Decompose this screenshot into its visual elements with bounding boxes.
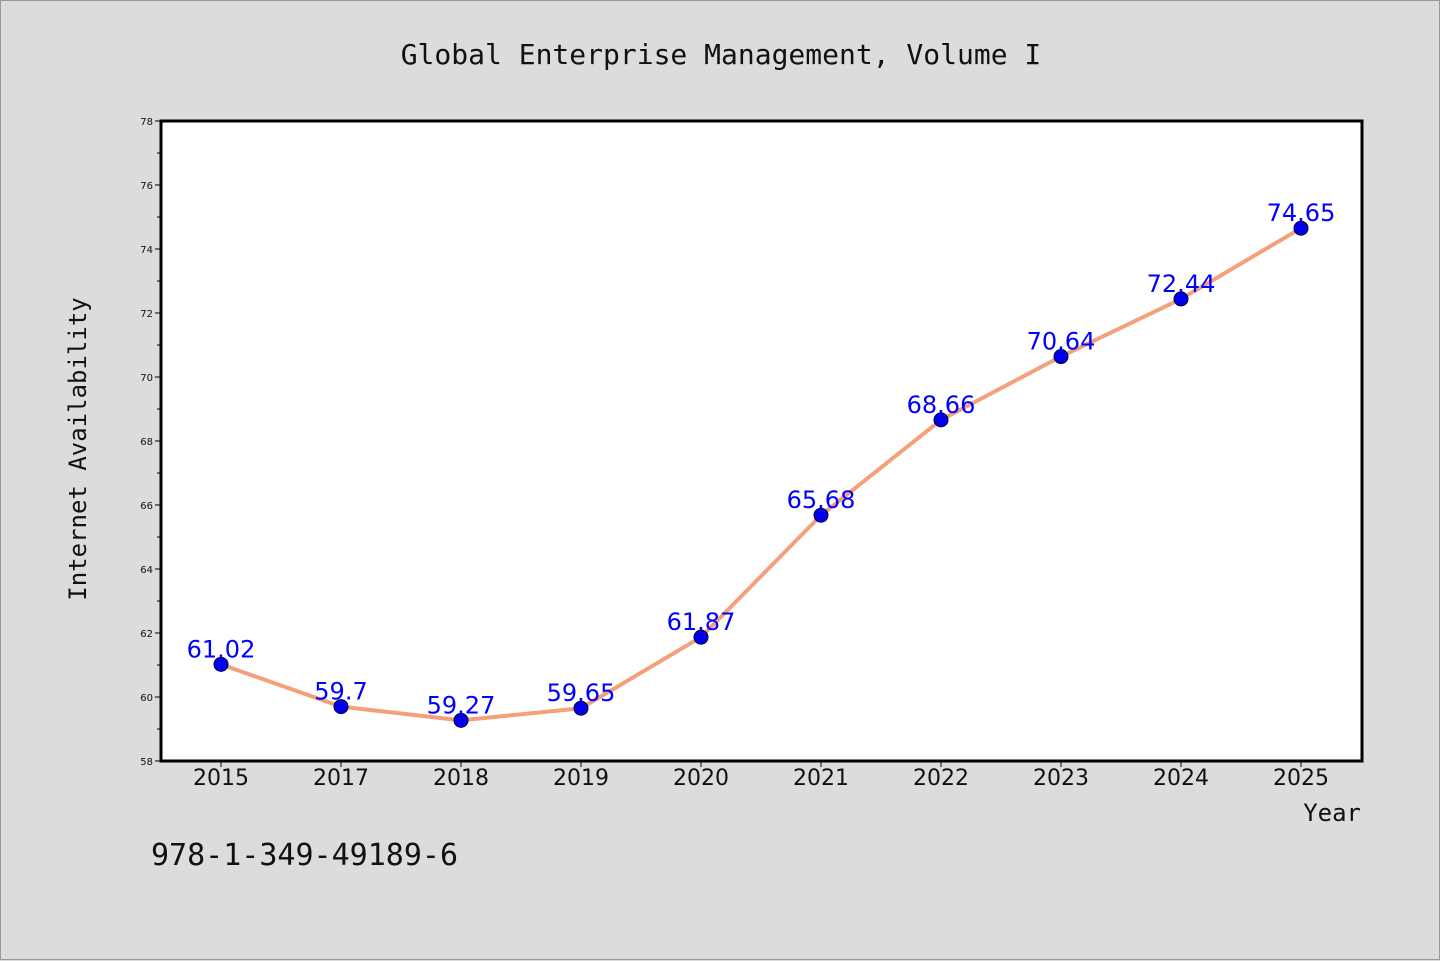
- y-tick-label: 72: [140, 309, 153, 320]
- data-label: 59.27: [427, 691, 496, 719]
- data-label: 59.65: [547, 679, 616, 707]
- data-point: [213, 656, 229, 672]
- data-point: [813, 507, 829, 523]
- data-point: [453, 712, 469, 728]
- data-point: [1293, 220, 1309, 236]
- x-tick-label: 2021: [793, 766, 849, 791]
- y-tick-label: 76: [140, 181, 153, 192]
- data-label: 68.66: [907, 391, 976, 419]
- x-tick-label: 2024: [1153, 766, 1209, 791]
- x-axis: 2015 2017 2018 2019 2020 2021 2022 2023 2024 2025: [193, 761, 1329, 791]
- y-tick-label: 70: [140, 373, 153, 384]
- data-label: 59.7: [314, 678, 367, 706]
- data-labels: 61.02 59.7 59.27 59.65 61.87 65.68 68.66 70.64 7…: [187, 199, 1336, 719]
- y-tick-label: 60: [140, 693, 153, 704]
- data-label: 65.68: [787, 486, 856, 514]
- data-label: 74.65: [1267, 199, 1336, 227]
- x-tick-label: 2018: [433, 766, 489, 791]
- y-axis: 58 60 62 64 66 68 70 72 74 76 78: [140, 117, 161, 768]
- x-tick-label: 2020: [673, 766, 729, 791]
- y-axis-label: Internet Availability: [64, 297, 92, 600]
- data-point: [573, 700, 589, 716]
- x-tick-label: 2023: [1033, 766, 1089, 791]
- y-tick-label: 74: [140, 245, 153, 256]
- plot-area: [159, 119, 1364, 763]
- x-tick-label: 2015: [193, 766, 249, 791]
- data-point: [933, 412, 949, 428]
- x-axis-label: Year: [1303, 799, 1361, 827]
- y-tick-label: 78: [140, 117, 153, 128]
- y-tick-label: 62: [140, 629, 153, 640]
- series-polyline: [220, 226, 1303, 723]
- series-line: [220, 226, 1303, 723]
- x-tick-label: 2022: [913, 766, 969, 791]
- data-points: [213, 220, 1309, 728]
- y-tick-label: 68: [140, 437, 153, 448]
- x-tick-label: 2019: [553, 766, 609, 791]
- data-label: 61.02: [187, 635, 256, 663]
- data-label: 61.87: [667, 608, 736, 636]
- x-tick-label: 2017: [313, 766, 369, 791]
- data-label: 72.44: [1147, 270, 1216, 298]
- data-point: [333, 699, 349, 715]
- y-tick-label: 58: [140, 757, 153, 768]
- x-tick-label: 2025: [1273, 766, 1329, 791]
- chart-title: Global Enterprise Management, Volume I: [401, 38, 1042, 71]
- data-point: [693, 629, 709, 645]
- data-point: [1173, 291, 1189, 307]
- y-tick-label: 64: [140, 565, 153, 576]
- isbn-text: 978-1-349-49189-6: [151, 838, 458, 873]
- y-tick-label: 66: [140, 501, 153, 512]
- data-label: 70.64: [1027, 328, 1096, 356]
- data-point: [1053, 349, 1069, 365]
